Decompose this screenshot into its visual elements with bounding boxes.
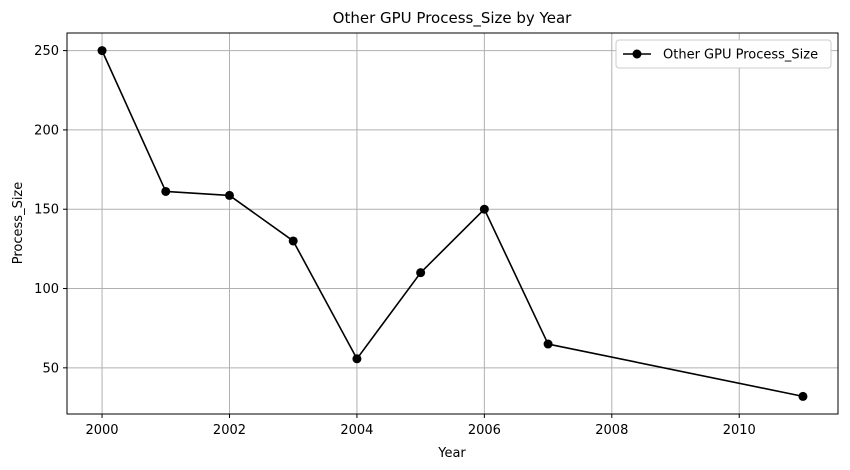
y-tick-label: 100 [34,282,59,297]
series-line [101,50,804,398]
y-tick-label: 50 [42,361,59,376]
data-point [798,391,808,401]
x-tick-label: 2006 [468,423,501,438]
y-tick-label: 150 [34,203,59,218]
grid-lines [67,33,838,414]
legend-box [615,39,832,69]
y-axis-title: Process_Size [11,182,26,265]
data-point [479,204,489,214]
data-point [288,236,298,246]
chart-title: Other GPU Process_Size by Year [333,9,572,28]
x-tick-label: 2010 [723,423,756,438]
data-point [416,268,426,278]
x-axis-title: Year [437,446,466,461]
legend-marker [632,49,642,59]
data-point [352,354,362,364]
data-point [224,190,234,200]
x-tick-label: 2004 [340,423,373,438]
data-point [543,339,553,349]
x-tick-label: 2008 [595,423,628,438]
plot-frame [66,32,839,415]
y-axis-ticks: 50 100 150 200 250 [34,44,67,376]
x-tick-label: 2000 [85,423,118,438]
x-tick-label: 2002 [213,423,246,438]
x-axis-ticks: 2000 2002 2004 2006 2008 2010 [85,414,756,438]
data-point [97,46,107,56]
series-group [97,46,808,401]
y-tick-label: 200 [34,123,59,138]
legend-label: Other GPU Process_Size [663,48,818,63]
data-point [161,186,171,196]
y-tick-label: 250 [34,44,59,59]
legend: Other GPU Process_Size [615,39,832,69]
